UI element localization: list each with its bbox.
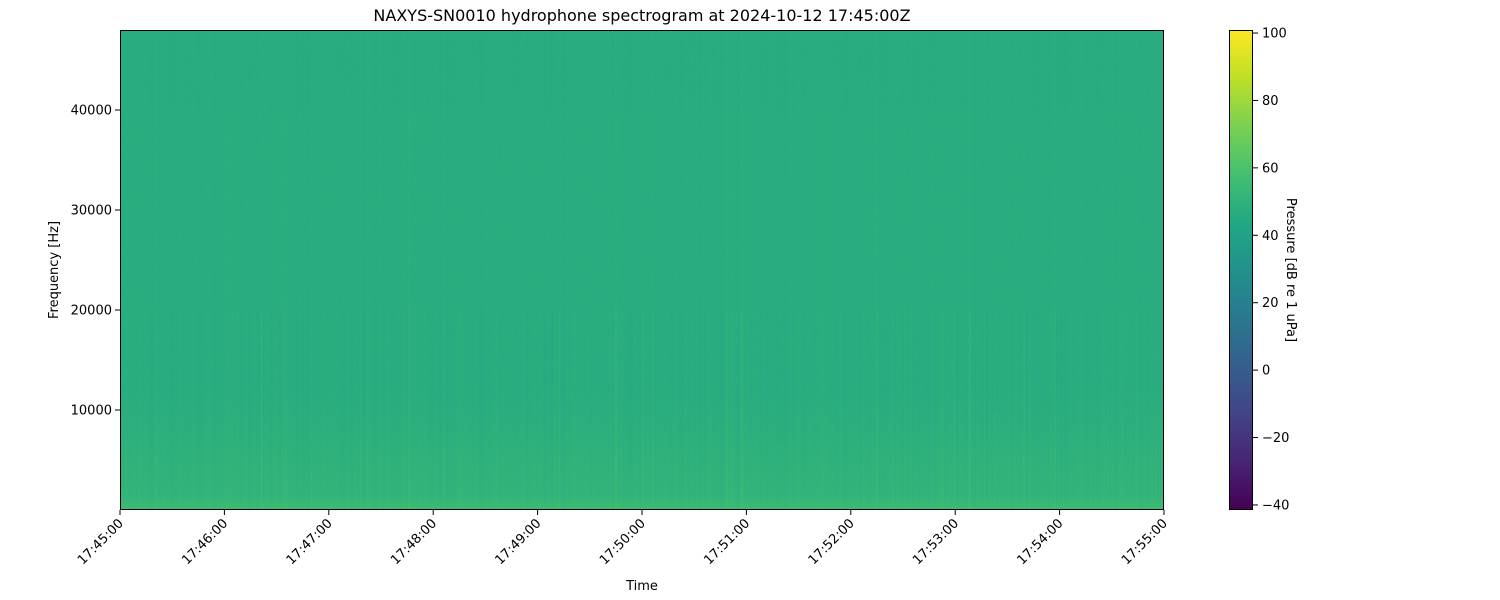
colorbar-tick-label: −20 — [1262, 431, 1289, 446]
x-axis-label: Time — [625, 579, 658, 594]
colorbar-tick-label: 40 — [1262, 229, 1279, 244]
x-tick-label: 17:51:00 — [701, 516, 753, 568]
x-tick-label: 17:50:00 — [597, 516, 649, 568]
x-tick-label: 17:52:00 — [806, 516, 858, 568]
colorbar-tick-label: 100 — [1262, 27, 1287, 42]
y-tick-label: 40000 — [71, 104, 112, 119]
colorbar-tick-label: 60 — [1262, 161, 1279, 176]
colorbar-label: Pressure [dB re 1 uPa] — [1283, 198, 1298, 342]
colorbar-tick-label: 80 — [1262, 94, 1279, 109]
spectrogram-image — [120, 30, 1164, 510]
colorbar-tick-label: 0 — [1262, 364, 1270, 379]
y-tick-label: 20000 — [71, 304, 112, 319]
x-tick-label: 17:48:00 — [388, 516, 440, 568]
colorbar-gradient — [1229, 30, 1253, 510]
colorbar-tick-label: 20 — [1262, 296, 1279, 311]
chart-title: NAXYS-SN0010 hydrophone spectrogram at 2… — [373, 6, 910, 25]
x-tick-label: 17:54:00 — [1015, 516, 1067, 568]
colorbar-tick-label: −40 — [1262, 498, 1289, 513]
x-tick-label: 17:53:00 — [910, 516, 962, 568]
x-tick-label: 17:47:00 — [284, 516, 336, 568]
x-tick-label: 17:49:00 — [493, 516, 545, 568]
x-tick-label: 17:46:00 — [179, 516, 231, 568]
x-tick-label: 17:45:00 — [75, 516, 127, 568]
y-tick-label: 30000 — [71, 204, 112, 219]
y-tick-label: 10000 — [71, 404, 112, 419]
colorbar — [1229, 30, 1253, 510]
x-tick-label: 17:55:00 — [1119, 516, 1171, 568]
y-axis-label: Frequency [Hz] — [47, 221, 62, 319]
plot-frame — [120, 30, 1164, 510]
